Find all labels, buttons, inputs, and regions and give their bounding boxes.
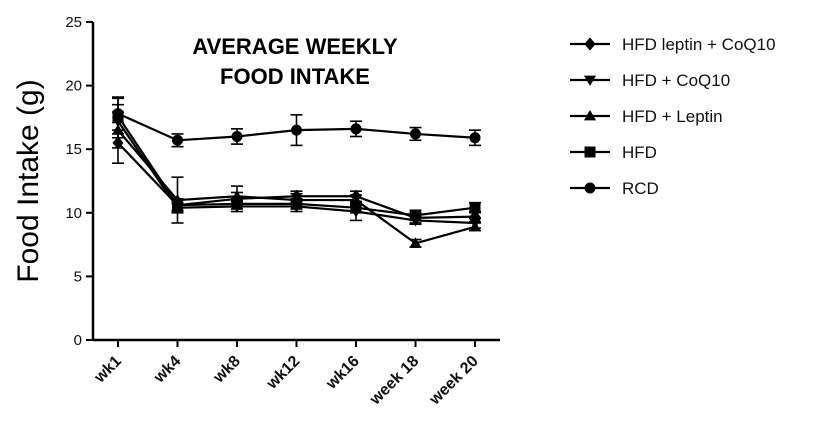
data-point: [172, 134, 183, 146]
data-point: [231, 198, 243, 210]
data-point: [410, 209, 421, 221]
data-point: [231, 130, 243, 142]
data-point: [469, 202, 481, 214]
y-tick-label: 5: [74, 268, 82, 285]
chart-title-line-2: FOOD INTAKE: [220, 64, 370, 89]
x-tick-label: wk16: [322, 353, 362, 393]
series-rcd: [112, 96, 481, 148]
legend-item: HFD + Leptin: [570, 107, 723, 126]
data-point: [409, 237, 422, 248]
legend-marker: [584, 182, 596, 194]
y-axis-label: Food Intake (g): [12, 79, 45, 282]
data-point: [410, 128, 421, 140]
data-point: [291, 124, 302, 136]
data-point: [469, 132, 481, 144]
x-tick-label: week 20: [426, 353, 482, 409]
legend-label: RCD: [622, 179, 659, 198]
y-tick-label: 25: [65, 14, 82, 31]
legend-item: HFD + CoQ10: [570, 71, 730, 90]
legend: HFD leptin + CoQ10 HFD + CoQ10 HFD + Lepti…: [570, 35, 776, 198]
y-tick-label: 10: [65, 205, 82, 222]
legend-marker: [584, 37, 596, 51]
legend-label: HFD: [622, 143, 657, 162]
data-point: [468, 220, 482, 232]
legend-marker: [583, 109, 597, 121]
chart-title: AVERAGE WEEKLY FOOD INTAKE: [192, 34, 398, 89]
legend-item: HFD: [570, 143, 657, 162]
data-point: [112, 108, 124, 120]
data-point: [350, 202, 362, 214]
data-point: [172, 199, 183, 211]
x-tick-label: week 18: [366, 353, 422, 409]
series-group: [111, 96, 482, 248]
legend-marker: [584, 146, 596, 158]
legend-label: HFD leptin + CoQ10: [622, 35, 776, 54]
legend-marker: [583, 75, 597, 87]
x-tick-label: wk4: [150, 353, 184, 387]
series-hfd: [112, 97, 481, 222]
data-point: [350, 123, 362, 135]
legend-label: HFD + Leptin: [622, 107, 723, 126]
y-tick-label: 0: [74, 332, 82, 349]
legend-item: HFD leptin + CoQ10: [570, 35, 776, 54]
legend-item: RCD: [570, 179, 659, 198]
x-tick-label: wk1: [91, 353, 125, 387]
legend-label: HFD + CoQ10: [622, 71, 730, 90]
x-tick-label: wk12: [263, 353, 303, 393]
data-point: [291, 198, 302, 210]
x-tick-label: wk8: [210, 353, 244, 387]
y-tick-label: 20: [65, 78, 82, 95]
y-tick-label: 15: [65, 141, 82, 158]
chart-title-line-1: AVERAGE WEEKLY: [192, 34, 398, 59]
